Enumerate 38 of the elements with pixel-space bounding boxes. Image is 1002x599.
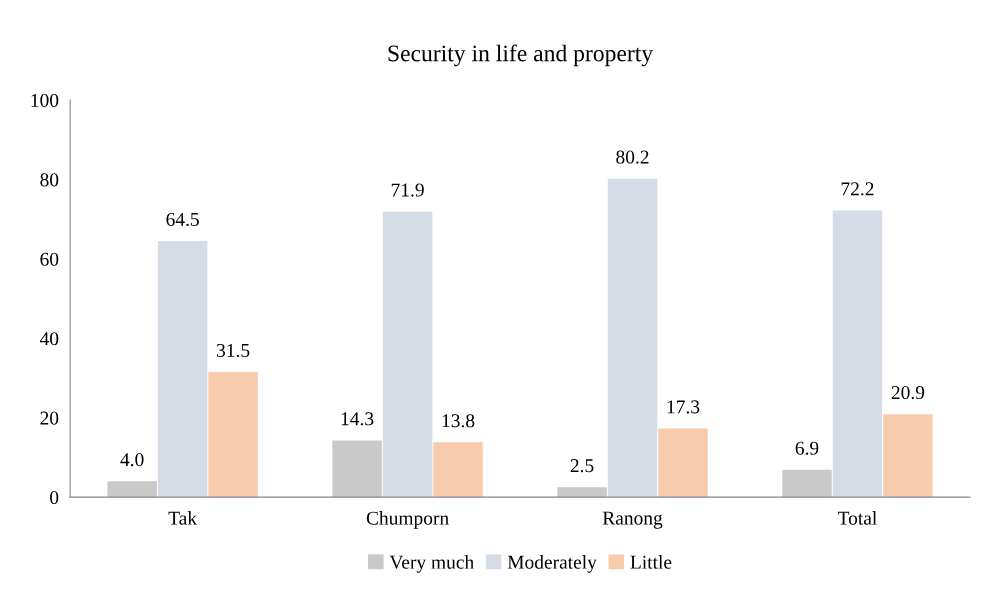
x-tick-label: Ranong	[602, 511, 663, 529]
x-tick-label: Chumporn	[366, 511, 449, 529]
y-tick-label: 100	[31, 93, 59, 107]
x-tick-label: Tak	[168, 511, 198, 525]
data-label: 20.9	[891, 385, 925, 400]
data-label: 64.5	[166, 212, 199, 227]
data-label: 14.3	[341, 412, 374, 426]
data-label: 2.5	[570, 459, 594, 473]
data-label: 13.8	[442, 414, 475, 428]
bar	[832, 210, 883, 498]
bar	[607, 178, 658, 498]
bar	[658, 428, 708, 498]
bar	[782, 469, 832, 498]
chart-title: Security in life and property	[388, 44, 654, 67]
y-tick-label: 20	[40, 411, 59, 425]
data-label: 4.0	[120, 453, 144, 467]
x-tick-label: Total	[837, 511, 877, 525]
bar	[107, 481, 157, 498]
data-label: 6.9	[795, 441, 819, 455]
y-tick-label: 80	[40, 173, 59, 187]
y-tick-label: 0	[50, 490, 59, 505]
bar	[883, 414, 933, 498]
bar	[433, 442, 483, 498]
data-label: 31.5	[217, 343, 250, 358]
legend-label: Little	[630, 555, 672, 569]
legend-label: Moderately	[507, 555, 597, 573]
bar	[382, 211, 433, 498]
data-label: 72.2	[841, 182, 874, 196]
bar	[208, 372, 258, 498]
y-tick-label: 40	[39, 332, 59, 346]
y-tick-label: 60	[40, 252, 59, 266]
data-label: 71.9	[391, 183, 424, 197]
data-label: 17.3	[667, 400, 700, 414]
bar	[332, 440, 382, 498]
legend-label: Very much	[389, 555, 474, 573]
data-label: 80.2	[616, 150, 649, 164]
bar	[157, 241, 208, 498]
bar	[557, 487, 607, 498]
